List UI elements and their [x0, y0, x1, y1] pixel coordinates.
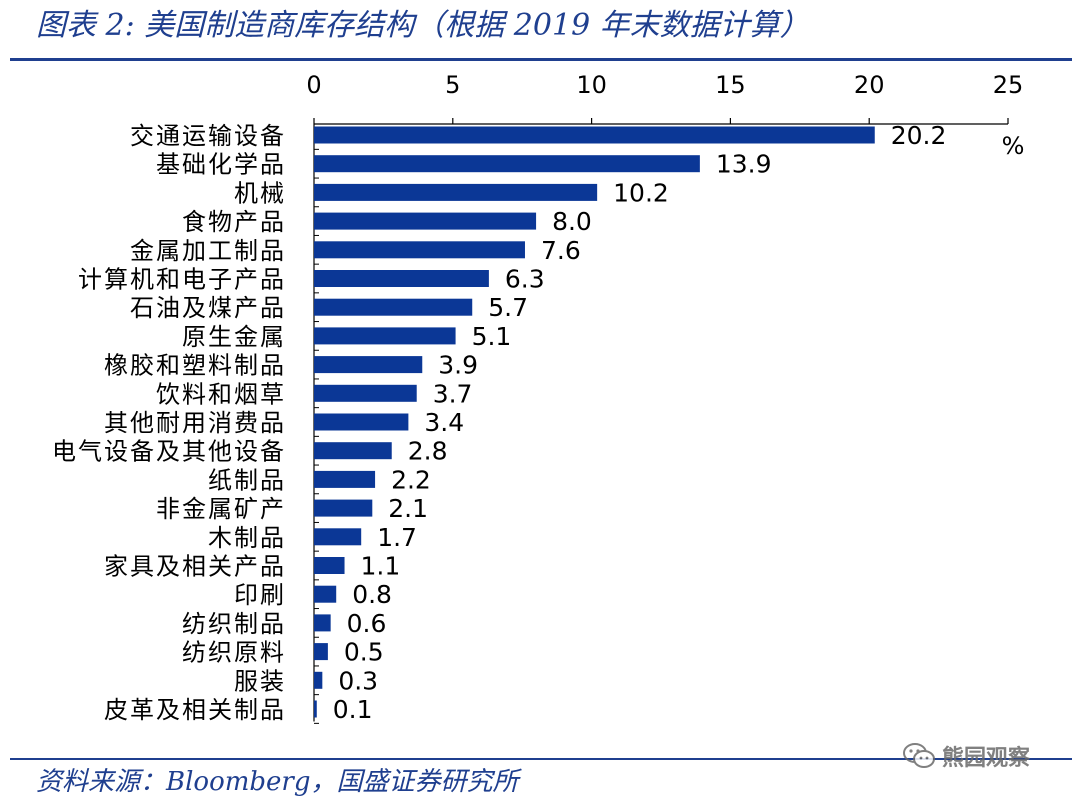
bottom-rule: [10, 758, 1072, 760]
value-label: 3.9: [438, 351, 478, 380]
bar: [314, 470, 376, 488]
value-label: 1.7: [377, 523, 417, 552]
value-label: 0.5: [344, 638, 384, 667]
value-label: 0.3: [338, 666, 378, 695]
category-label: 其他耐用消费品: [104, 409, 286, 437]
watermark: 熊园观察: [902, 738, 1030, 774]
bars: [314, 126, 875, 718]
value-label: 5.1: [472, 322, 512, 351]
bar: [314, 643, 328, 661]
value-label: 10.2: [613, 178, 669, 207]
category-label: 食物产品: [182, 208, 286, 236]
wechat-icon: [903, 743, 935, 768]
top-rule: [10, 58, 1072, 61]
value-label: 1.1: [361, 552, 401, 581]
category-label: 家具及相关产品: [104, 553, 286, 581]
x-tick-label: 20: [854, 71, 885, 99]
bar: [314, 212, 537, 230]
category-label: 纺织制品: [182, 610, 286, 638]
chart-title: 图表 2: 美国制造商库存结构（根据 2019 年末数据计算）: [36, 8, 810, 43]
x-tick-label: 25: [993, 71, 1024, 99]
category-label: 基础化学品: [156, 151, 286, 179]
category-label: 金属加工制品: [130, 237, 286, 265]
source-note: 资料来源：Bloomberg，国盛证券研究所: [36, 767, 519, 797]
category-label: 电气设备及其他设备: [52, 438, 286, 466]
category-labels: 交通运输设备基础化学品机械食物产品金属加工制品计算机和电子产品石油及煤产品原生金…: [52, 122, 286, 724]
bar-chart: 0 5 10 15 20 25 交通运输设备基础化学品机械食物产品金属加工制品计算机和电子…: [52, 71, 1025, 724]
value-label: 5.7: [488, 293, 528, 322]
value-label: 2.8: [408, 437, 448, 466]
value-label: 2.2: [391, 465, 431, 494]
bar: [314, 241, 525, 259]
bar: [314, 270, 489, 287]
bar: [314, 528, 362, 546]
bar: [314, 499, 373, 517]
value-label: 3.4: [424, 408, 464, 437]
value-label: 0.1: [333, 695, 373, 724]
bar: [314, 356, 423, 374]
bar: [314, 327, 456, 345]
watermark-text: 熊园观察: [942, 746, 1031, 771]
x-tick-label: 15: [715, 71, 746, 99]
value-labels: 20.213.910.28.07.66.35.75.13.93.73.42.82…: [333, 121, 947, 724]
category-label: 交通运输设备: [130, 122, 286, 150]
category-label: 机械: [234, 179, 286, 207]
category-label: 橡胶和塑料制品: [104, 352, 286, 380]
category-label: 印刷: [234, 581, 286, 609]
bar: [314, 384, 417, 402]
bar: [314, 671, 323, 689]
unit-label: %: [1002, 132, 1025, 160]
bar: [314, 557, 345, 574]
category-label: 原生金属: [182, 323, 286, 351]
bar: [314, 442, 392, 460]
category-label: 计算机和电子产品: [78, 266, 286, 294]
value-label: 0.8: [352, 580, 392, 609]
bar: [314, 126, 875, 144]
value-label: 13.9: [716, 150, 772, 179]
bar: [314, 700, 317, 718]
value-label: 20.2: [891, 121, 947, 150]
value-label: 3.7: [433, 379, 473, 408]
value-label: 8.0: [552, 207, 592, 236]
category-label: 服装: [234, 667, 286, 695]
category-label: 石油及煤产品: [130, 294, 286, 322]
value-label: 7.6: [541, 236, 581, 265]
bar: [314, 614, 331, 632]
value-label: 2.1: [388, 494, 428, 523]
category-label: 非金属矿产: [156, 495, 286, 523]
category-label: 纸制品: [208, 466, 286, 494]
value-label: 0.6: [347, 609, 387, 638]
category-label: 饮料和烟草: [156, 380, 286, 408]
x-tick-label: 0: [306, 71, 321, 99]
x-tick-label: 5: [445, 71, 460, 99]
bar: [314, 585, 337, 603]
value-label: 6.3: [505, 265, 545, 294]
category-label: 木制品: [208, 524, 286, 552]
bar: [314, 183, 598, 201]
x-tick-label: 10: [576, 71, 607, 99]
bar: [314, 155, 700, 173]
category-label: 纺织原料: [182, 639, 286, 667]
category-label: 皮革及相关制品: [104, 696, 286, 724]
bar: [314, 413, 409, 431]
bar: [314, 298, 473, 316]
